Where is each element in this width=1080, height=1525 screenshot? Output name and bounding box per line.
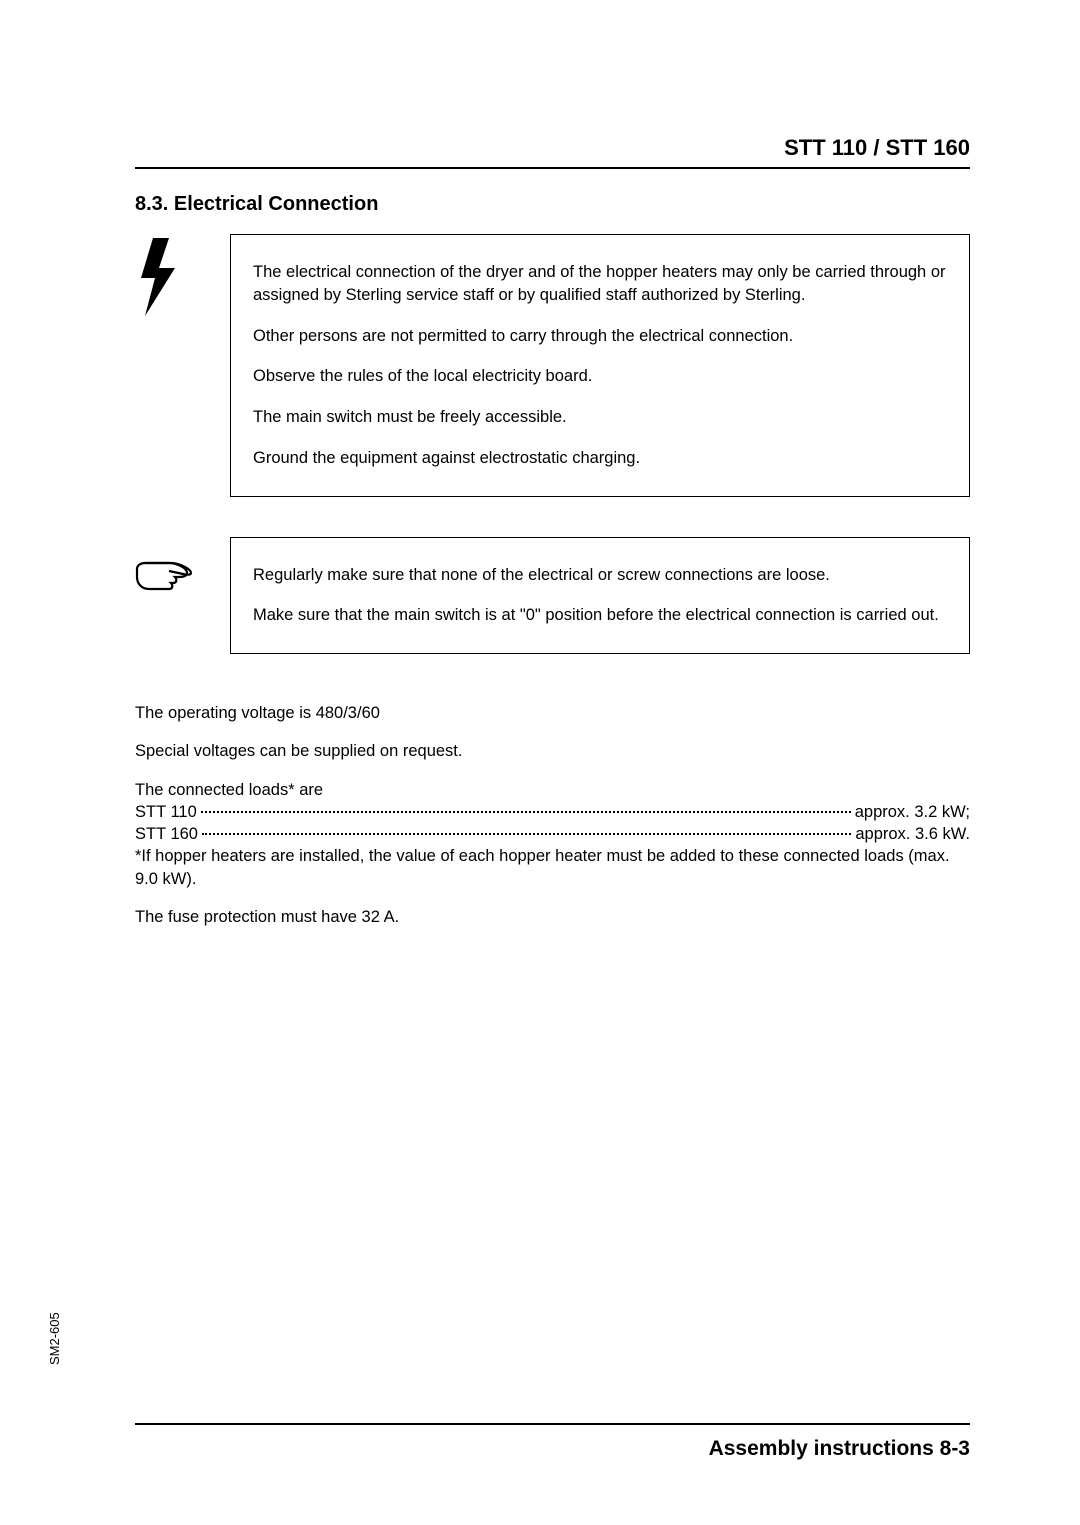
load-line: STT 110 approx. 3.2 kW; [135,801,970,823]
header-rule [135,167,970,169]
load-label: STT 110 [135,801,197,823]
note-text: Regularly make sure that none of the ele… [253,564,947,587]
warning-text: Other persons are not permitted to carry… [253,325,947,348]
loads-footnote: *If hopper heaters are installed, the va… [135,845,970,890]
icon-column [135,537,230,593]
warning-text: Ground the equipment against electrostat… [253,447,947,470]
note-text: Make sure that the main switch is at "0"… [253,604,947,627]
lightning-icon [135,238,181,316]
section-heading: 8.3. Electrical Connection [135,193,970,216]
body-paragraph: The operating voltage is 480/3/60 [135,702,970,724]
body-paragraph: Special voltages can be supplied on requ… [135,740,970,762]
leader-dots [202,833,851,835]
note-block: Regularly make sure that none of the ele… [135,537,970,655]
loads-intro: The connected loads* are [135,779,970,801]
body-paragraph: The fuse protection must have 32 A. [135,906,970,928]
note-box: Regularly make sure that none of the ele… [230,537,970,655]
warning-text: The electrical connection of the dryer a… [253,261,947,307]
document-header: STT 110 / STT 160 [135,135,970,167]
body-content: The operating voltage is 480/3/60 Specia… [135,702,970,928]
load-value: approx. 3.6 kW. [855,823,970,845]
warning-box: The electrical connection of the dryer a… [230,234,970,497]
icon-column [135,234,230,316]
load-label: STT 160 [135,823,198,845]
pointing-hand-icon [135,555,193,593]
page-footer: Assembly instructions 8-3 [709,1437,970,1461]
load-value: approx. 3.2 kW; [855,801,970,823]
page: STT 110 / STT 160 8.3. Electrical Connec… [0,0,1080,1525]
loads-block: The connected loads* are STT 110 approx.… [135,779,970,890]
load-line: STT 160 approx. 3.6 kW. [135,823,970,845]
footer-rule [135,1423,970,1425]
warning-text: Observe the rules of the local electrici… [253,365,947,388]
warning-text: The main switch must be freely accessibl… [253,406,947,429]
side-document-code: SM2-605 [47,1312,62,1365]
warning-block: The electrical connection of the dryer a… [135,234,970,497]
leader-dots [201,811,851,813]
